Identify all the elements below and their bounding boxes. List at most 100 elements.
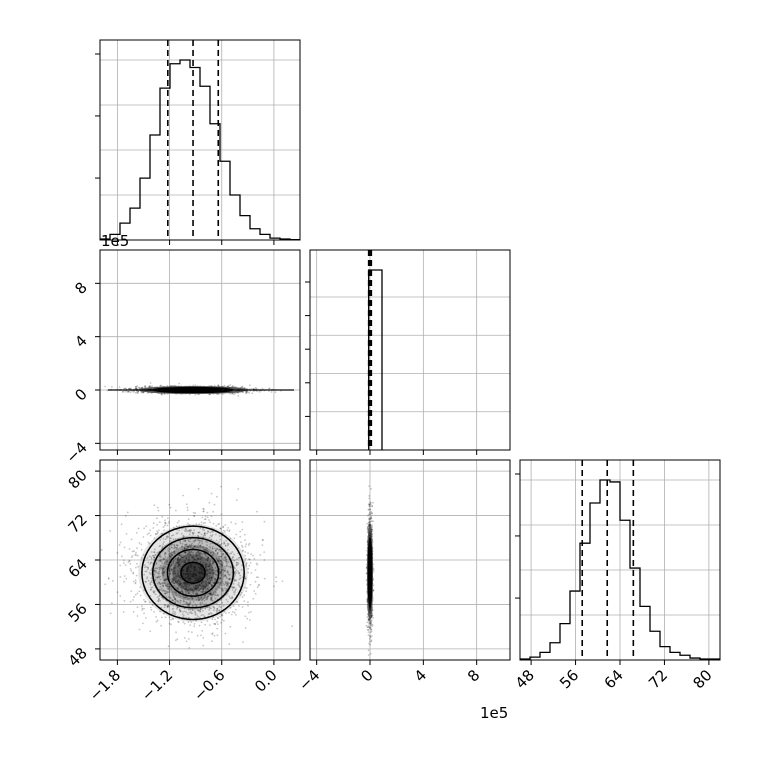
sample-point [188, 568, 191, 571]
contour-line [151, 537, 235, 609]
sample-point [187, 617, 190, 619]
sample-point [155, 533, 157, 536]
sample-point [199, 527, 202, 530]
sample-point [195, 580, 197, 582]
sample-point [153, 537, 156, 539]
sample-point [164, 522, 167, 524]
sample-point [190, 546, 193, 549]
sample-point [172, 605, 174, 607]
sample-point [196, 578, 199, 581]
sample-point [218, 549, 220, 551]
sample-point [257, 576, 259, 579]
sample-point [193, 565, 195, 568]
sample-point [210, 535, 213, 538]
sample-point [179, 599, 182, 602]
sample-point [195, 523, 198, 525]
sample-point [178, 582, 180, 585]
sample-point [167, 536, 170, 538]
sample-point [148, 555, 151, 558]
sample-point [190, 573, 192, 576]
sample-point [241, 606, 244, 608]
sample-point [154, 593, 157, 596]
sample-point [225, 565, 228, 568]
sample-point [109, 530, 111, 532]
sample-point [206, 549, 209, 552]
sample-point [231, 557, 234, 560]
sample-point [192, 592, 195, 595]
sample-point [210, 576, 213, 578]
sample-point [218, 577, 221, 580]
sample-point [219, 606, 222, 609]
sample-point [163, 553, 166, 556]
sample-point [197, 609, 200, 612]
sample-point [203, 590, 205, 593]
sample-point [179, 576, 182, 579]
sample-point [212, 554, 215, 556]
sample-point [239, 535, 242, 538]
sample-point [154, 571, 157, 574]
sample-point [182, 582, 185, 585]
sample-point [202, 589, 205, 591]
sample-point [186, 570, 189, 573]
sample-point [158, 568, 161, 571]
sample-point [167, 550, 170, 553]
sample-point [140, 543, 143, 546]
sample-point [159, 556, 161, 558]
sample-point [123, 387, 126, 390]
sample-point [158, 598, 160, 600]
sample-point [173, 585, 176, 587]
sample-point [186, 553, 189, 556]
sample-point [207, 558, 210, 561]
sample-point [196, 552, 198, 554]
sample-point [185, 576, 188, 579]
sample-point [191, 588, 194, 591]
sample-point [208, 577, 211, 580]
sample-point [188, 524, 191, 526]
sample-point [206, 556, 209, 559]
sample-point [153, 551, 156, 553]
sample-point [206, 597, 209, 599]
sample-point [135, 554, 138, 556]
sample-point [200, 596, 202, 599]
sample-point [183, 540, 185, 543]
sample-point [189, 564, 192, 567]
sample-point [188, 564, 191, 567]
sample-point [186, 568, 189, 571]
sample-point [244, 539, 246, 542]
sample-point [157, 600, 160, 603]
sample-point [245, 563, 248, 566]
sample-point [240, 386, 243, 389]
sample-point [195, 588, 198, 590]
sample-point [206, 588, 209, 591]
sample-point [181, 545, 183, 548]
sample-point [194, 393, 197, 396]
sample-point [135, 566, 137, 569]
sample-point [219, 582, 222, 585]
sample-point [160, 587, 163, 590]
sample-point [198, 553, 201, 555]
sample-point [164, 584, 167, 587]
sample-point [178, 608, 181, 611]
sample-point [192, 591, 195, 594]
sample-point [211, 566, 214, 569]
sample-point [163, 570, 166, 572]
sample-point [182, 614, 185, 617]
sample-point [237, 488, 240, 490]
sample-point [227, 548, 229, 551]
sample-point [206, 606, 209, 609]
sample-point [140, 391, 143, 394]
sample-point [217, 617, 220, 619]
sample-point [166, 384, 169, 387]
sample-point [225, 598, 228, 601]
sample-point [174, 384, 176, 387]
sample-point [107, 578, 110, 580]
sample-point [245, 391, 248, 394]
sample-point [130, 569, 133, 572]
sample-point [179, 583, 181, 585]
sample-point [204, 563, 207, 565]
sample-point [244, 586, 247, 589]
sample-point [206, 598, 209, 600]
sample-point [165, 522, 167, 525]
sample-point [227, 572, 230, 574]
sample-point [204, 521, 207, 524]
